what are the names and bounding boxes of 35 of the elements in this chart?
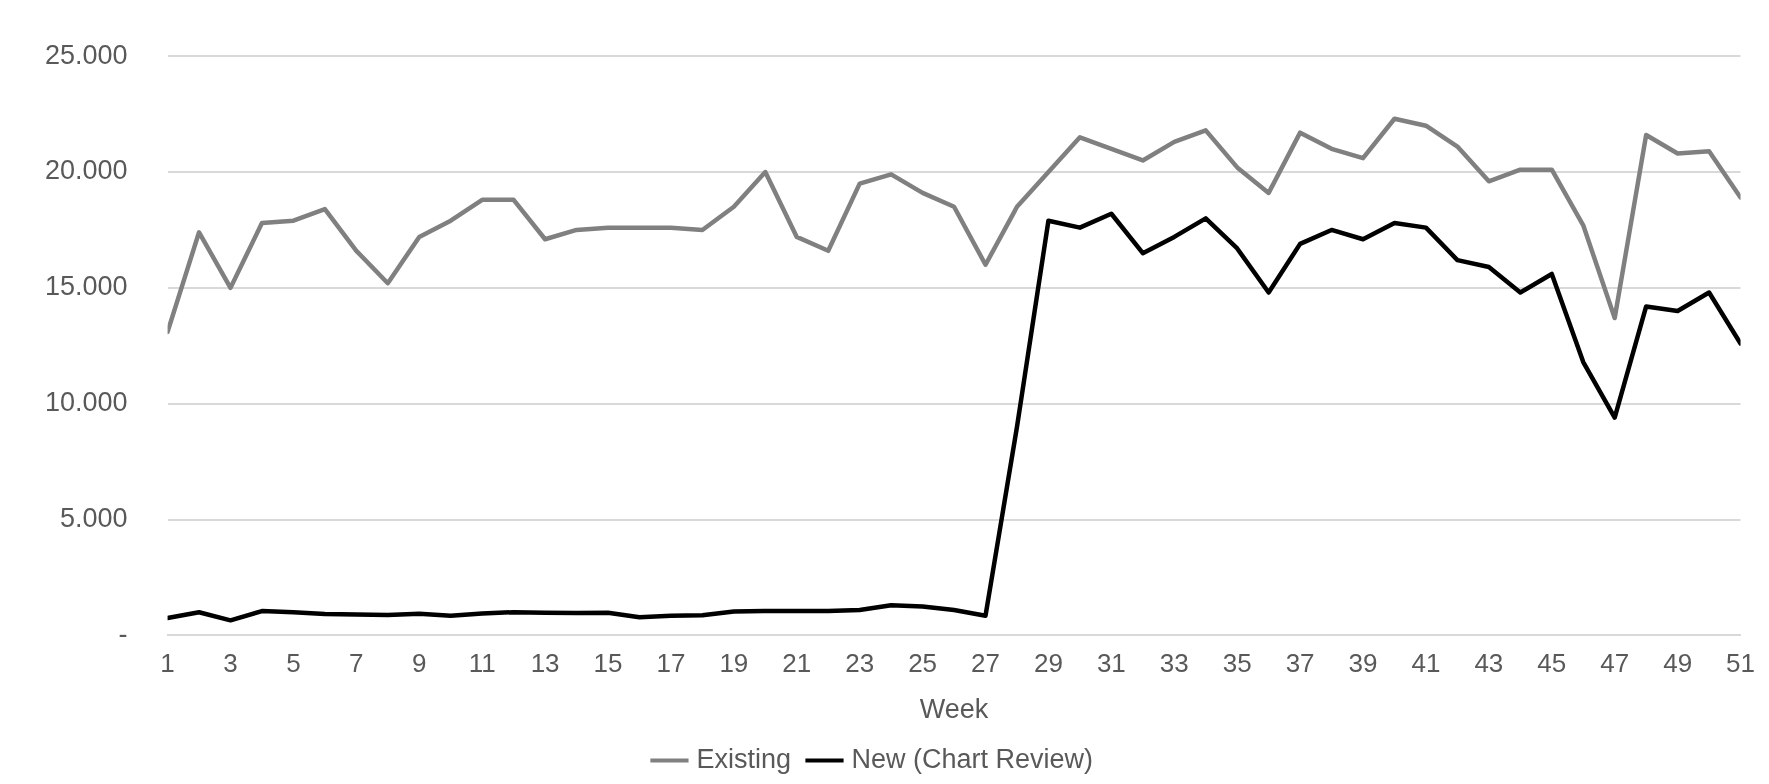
x-tick-label: 39	[1348, 648, 1378, 679]
x-tick-label: 9	[412, 648, 427, 679]
y-tick-label: 25.000	[44, 39, 128, 70]
x-tick-label: 11	[468, 648, 496, 679]
y-tick-label: 20.000	[44, 155, 128, 186]
x-tick-label: 29	[1033, 648, 1063, 679]
x-tick-label: 37	[1285, 648, 1315, 679]
y-tick-label: 15.000	[44, 271, 128, 302]
x-tick-label: 51	[1726, 648, 1755, 679]
x-tick-label: 17	[656, 648, 686, 679]
x-tick-label: 21	[782, 648, 812, 679]
x-tick-label: 7	[349, 648, 364, 679]
x-tick-label: 23	[845, 648, 875, 679]
y-tick-label: 5.000	[60, 503, 128, 534]
x-tick-label: 43	[1474, 648, 1504, 679]
x-tick-label: 3	[223, 648, 238, 679]
x-tick-label: 13	[530, 648, 560, 679]
y-tick-label: -	[118, 618, 128, 649]
x-tick-label: 33	[1159, 648, 1189, 679]
x-axis-title: Week	[919, 694, 989, 725]
x-tick-label: 15	[593, 648, 623, 679]
x-tick-label: 25	[908, 648, 938, 679]
legend-label: New (Chart Review)	[851, 743, 1094, 774]
x-tick-label: 49	[1663, 648, 1693, 679]
x-tick-label: 35	[1222, 648, 1252, 679]
x-tick-label: 47	[1600, 648, 1630, 679]
x-tick-label: 45	[1537, 648, 1567, 679]
x-tick-label: 19	[719, 648, 749, 679]
legend-label: Existing	[696, 743, 791, 774]
x-tick-label: 5	[286, 648, 301, 679]
x-tick-label: 41	[1411, 648, 1441, 679]
x-tick-label: 31	[1096, 648, 1126, 679]
x-tick-label: 1	[160, 648, 175, 679]
x-tick-label: 27	[971, 648, 1000, 679]
y-tick-label: 10.000	[44, 387, 128, 418]
